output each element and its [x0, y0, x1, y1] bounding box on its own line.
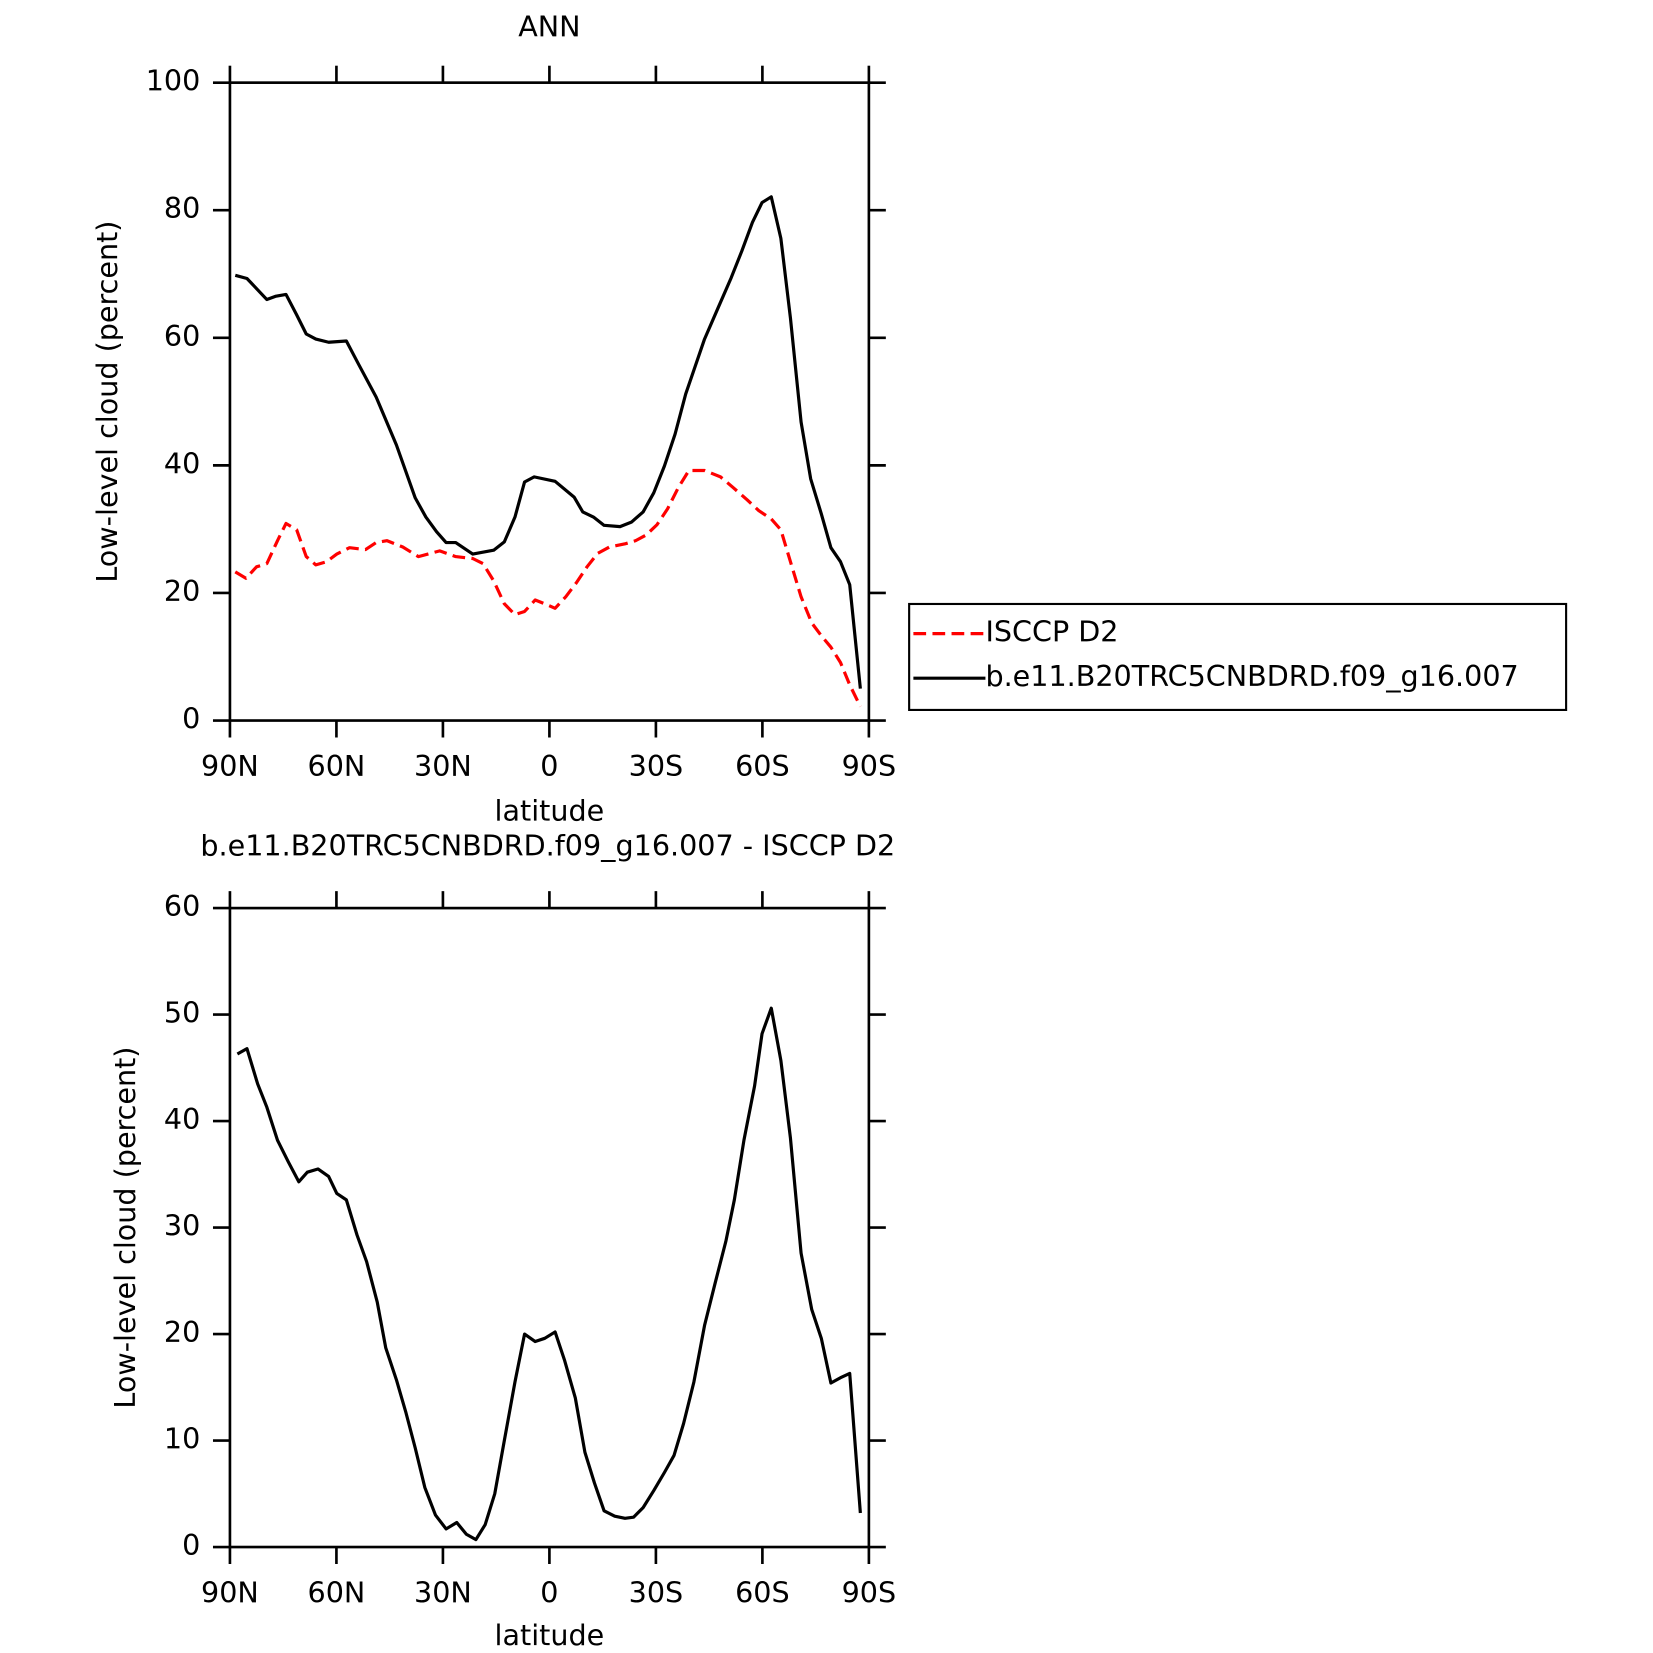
plot-frame — [228, 906, 871, 1549]
x-tick-label: 30N — [414, 1576, 472, 1610]
x-tick-label: 30S — [629, 1576, 684, 1610]
legend: ISCCP D2 b.e11.B20TRC5CNBDRD.f09_g16.007 — [908, 602, 1568, 712]
chart-title: b.e11.B20TRC5CNBDRD.f09_g16.007 - ISCCP … — [200, 829, 895, 863]
y-tick-label: 80 — [164, 191, 200, 225]
x-tick-label: 60N — [308, 1576, 366, 1610]
data-line — [236, 1006, 862, 1542]
y-tick-label: 40 — [164, 446, 200, 480]
x-tick-label: 0 — [540, 1576, 558, 1610]
x-tick-label: 90S — [842, 749, 897, 783]
x-tick-label: 30N — [414, 749, 472, 783]
y-axis-label: Low-level cloud (percent) — [90, 221, 124, 583]
y-tick-label: 0 — [182, 702, 200, 736]
y-axis-label: Low-level cloud (percent) — [108, 1047, 142, 1409]
chart-title: ANN — [518, 10, 580, 44]
x-tick-label: 60S — [735, 749, 790, 783]
legend-label: b.e11.B20TRC5CNBDRD.f09_g16.007 — [985, 659, 1518, 693]
y-tick-label: 20 — [164, 574, 200, 608]
legend-box — [908, 602, 1568, 712]
y-tick-label: 10 — [164, 1422, 200, 1456]
x-tick-label: 0 — [540, 749, 558, 783]
y-tick-label: 20 — [164, 1315, 200, 1349]
x-tick-label: 90N — [201, 1576, 259, 1610]
y-tick-label: 0 — [182, 1528, 200, 1562]
data-line — [234, 195, 862, 689]
y-tick-label: 30 — [164, 1209, 200, 1243]
plot-frame — [228, 81, 871, 722]
x-tick-label: 60N — [308, 749, 366, 783]
x-axis-label: latitude — [495, 1618, 605, 1652]
y-tick-label: 60 — [164, 319, 200, 353]
y-tick-label: 40 — [164, 1102, 200, 1136]
y-tick-label: 100 — [146, 64, 201, 98]
x-tick-label: 90S — [842, 1576, 897, 1610]
y-tick-label: 50 — [164, 996, 200, 1030]
y-tick-label: 60 — [164, 889, 200, 923]
x-tick-label: 30S — [629, 749, 684, 783]
x-tick-label: 90N — [201, 749, 259, 783]
data-line — [234, 468, 862, 708]
x-axis-label: latitude — [495, 794, 605, 828]
panel: ANN latitude Low-level cloud (percent) 0 20 4… — [90, 10, 1568, 828]
legend-label: ISCCP D2 — [985, 615, 1118, 649]
x-tick-label: 60S — [735, 1576, 790, 1610]
panel: b.e11.B20TRC5CNBDRD.f09_g16.007 - ISCCP … — [108, 829, 896, 1652]
